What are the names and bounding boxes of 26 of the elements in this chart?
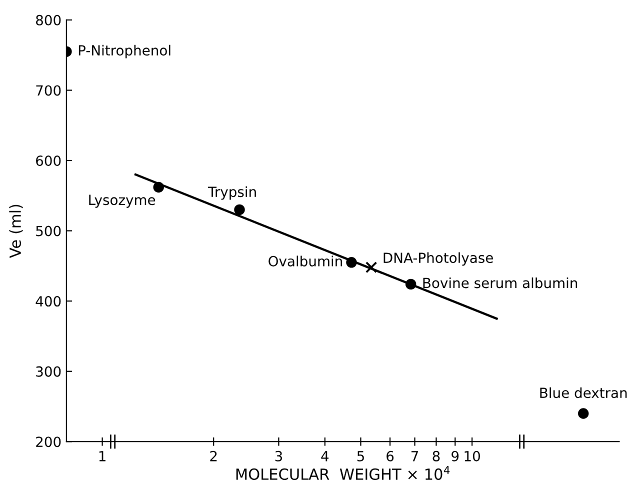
annotation: Trypsin — [208, 186, 256, 200]
annotation: Bovine serum albumin — [423, 277, 578, 288]
x-tick-label: 7 — [411, 451, 418, 462]
y-tick-label: 400 — [36, 296, 61, 307]
annotation: Blue dextran — [540, 387, 627, 398]
x-tick-label: 10 — [464, 450, 480, 462]
y-tick-label: 800 — [36, 14, 61, 26]
y-tick-label: 300 — [36, 366, 61, 377]
x-tick-label: 3 — [275, 450, 282, 462]
y-tick-label: 600 — [36, 155, 61, 166]
y-axis-title: Ve (ml) — [9, 204, 23, 258]
y-tick-label: 500 — [36, 226, 61, 236]
y-tick-label: 700 — [36, 85, 61, 96]
x-tick-label: 2 — [210, 450, 217, 462]
x-axis-title: MOLECULAR WEIGHT × 10$^{4}$ — [236, 466, 450, 480]
x-tick-label: 6 — [386, 450, 394, 462]
x-tick-label: 9 — [452, 450, 459, 462]
annotation: P-Nitrophenol — [78, 44, 170, 58]
annotation: DNA-Photolyase — [384, 252, 493, 266]
annotation: Lysozyme — [89, 194, 156, 208]
x-tick-label: 1 — [99, 451, 106, 462]
annotation: Ovalbumin — [268, 256, 342, 266]
x-tick-label: 5 — [357, 451, 364, 462]
x-tick-label: 4 — [321, 451, 329, 462]
x-tick-label: 8 — [432, 450, 440, 462]
y-tick-label: 200 — [36, 436, 61, 448]
